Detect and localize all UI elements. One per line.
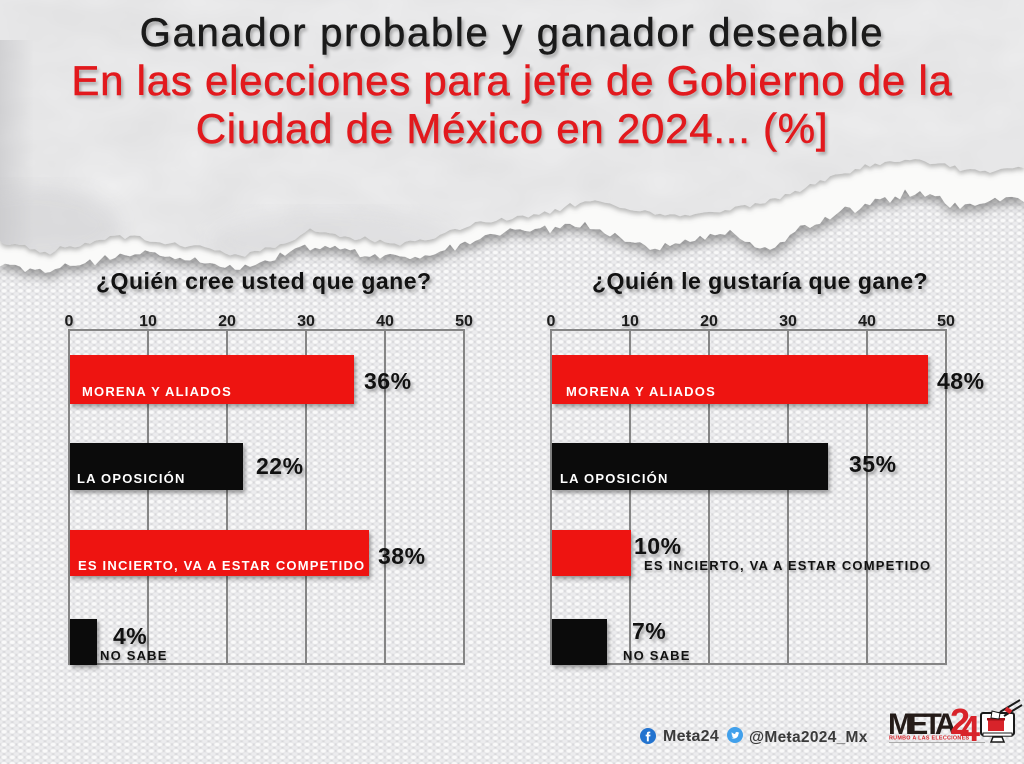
svg-text:4: 4 [960,708,980,749]
svg-text:RUMBO A LAS ELECCIONES: RUMBO A LAS ELECCIONES [889,736,969,742]
svg-text:META: META [888,708,956,741]
svg-text:2: 2 [950,701,970,742]
